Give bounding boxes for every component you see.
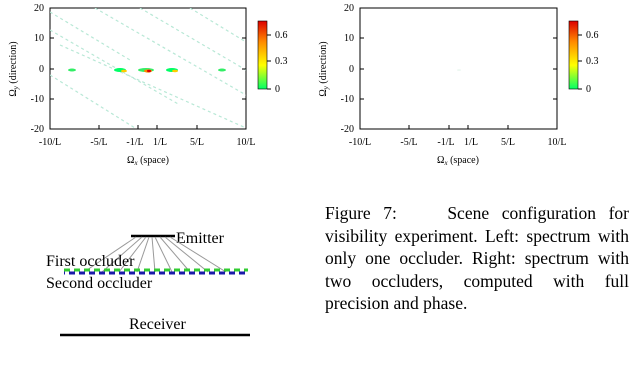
- colorbar-tick: 0: [275, 84, 280, 95]
- x-tick: -1/L: [126, 137, 143, 148]
- plot-frame: [359, 7, 558, 130]
- x-tick: -1/L: [437, 137, 454, 148]
- caption-text: Scene configuration for visibility exper…: [325, 203, 629, 313]
- scene-diagram: Emitter First occluder Second occluder R…: [46, 230, 250, 337]
- colorbar-tick: 0.3: [275, 56, 288, 67]
- x-tick: -5/L: [90, 137, 107, 148]
- second-occluder-label: Second occluder: [46, 275, 153, 292]
- spectrum-content: [457, 69, 461, 71]
- y-tick: 0: [39, 64, 44, 75]
- x-tick: 5/L: [190, 137, 204, 148]
- y-axis-label: Ωy (direction): [8, 41, 20, 96]
- x-tick: 10/L: [237, 137, 256, 148]
- x-tick: -10/L: [349, 137, 371, 148]
- y-tick: -10: [31, 94, 44, 105]
- y-axis-label: Ωy (direction): [318, 41, 330, 96]
- figure-caption: Figure 7: Scene configuration for visibi…: [325, 202, 629, 362]
- y-tick: 0: [349, 64, 354, 75]
- colorbar-tick: 0.3: [586, 56, 599, 67]
- x-tick: -10/L: [39, 137, 61, 148]
- colorbar-tick: 0.6: [586, 30, 599, 41]
- colorbar: [568, 20, 579, 90]
- y-tick: 10: [344, 33, 354, 44]
- receiver-label: Receiver: [129, 316, 187, 333]
- x-axis-label: Ωx (space): [437, 155, 479, 167]
- y-tick: 10: [34, 33, 44, 44]
- colorbar-tick: 0.6: [275, 30, 288, 41]
- x-tick: 10/L: [548, 137, 567, 148]
- x-tick: 1/L: [464, 137, 478, 148]
- y-tick: -20: [341, 124, 354, 135]
- first-occluder-label: First occluder: [46, 253, 135, 270]
- caption-label: Figure 7:: [325, 203, 397, 223]
- x-tick: 1/L: [153, 137, 167, 148]
- y-tick: -20: [31, 124, 44, 135]
- spectrum-plot-two-occluders: 20 10 0 -10 -20 -10/L -5/L -1/L 1/L 5/L …: [318, 3, 599, 167]
- x-tick: -5/L: [400, 137, 417, 148]
- y-tick: -10: [341, 94, 354, 105]
- emitter-label: Emitter: [176, 230, 225, 247]
- y-tick: 20: [34, 3, 44, 14]
- x-tick: 5/L: [501, 137, 515, 148]
- colorbar: [257, 20, 268, 90]
- spectrum-plot-one-occluder: 20 10 0 -10 -20 -10/L -5/L -1/L 1/L 5/L …: [8, 3, 288, 167]
- spectrum-content: [50, 8, 246, 129]
- colorbar-tick: 0: [586, 84, 591, 95]
- light-rays: [83, 236, 227, 273]
- y-tick: 20: [344, 3, 354, 14]
- x-axis-label: Ωx (space): [127, 155, 169, 167]
